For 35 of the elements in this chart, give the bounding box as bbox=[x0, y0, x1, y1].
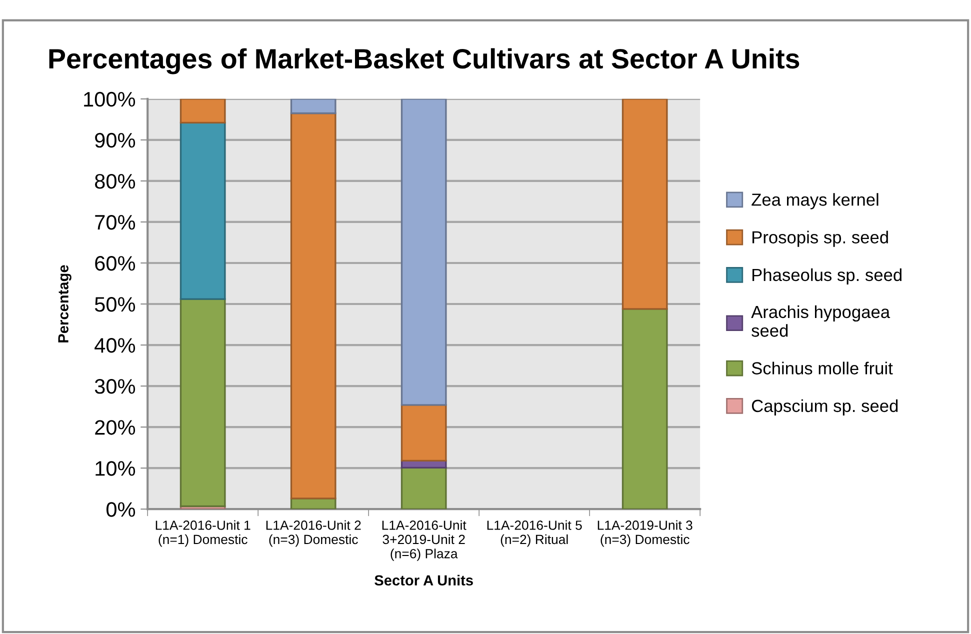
bar bbox=[180, 298, 226, 508]
y-axis-title: Percentage bbox=[58, 265, 72, 342]
y-tick-label: 10% bbox=[96, 461, 136, 476]
y-tick-label: 30% bbox=[94, 379, 136, 394]
y-tick-label: 90% bbox=[95, 132, 136, 148]
bar bbox=[180, 98, 226, 124]
x-axis-title: Sector A Units bbox=[374, 574, 473, 586]
y-tick-label: 100% bbox=[84, 92, 136, 107]
bar bbox=[400, 404, 447, 462]
y-tick-label: 40% bbox=[94, 338, 136, 353]
bar bbox=[400, 466, 447, 510]
legend-label: Prosopis sp. seed bbox=[752, 230, 888, 247]
bar bbox=[622, 98, 668, 310]
bar bbox=[622, 308, 668, 510]
y-tick-label: 0% bbox=[106, 502, 136, 517]
bar bbox=[400, 98, 447, 406]
x-tick-label: L1A-2019-Unit 3 (n=3) Domestic bbox=[598, 520, 692, 547]
x-tick-label: L1A-2016-Unit 3+2019-Unit 2 (n=6) Plaza bbox=[382, 520, 466, 561]
x-tick-label: L1A-2016-Unit 5 (n=2) Ritual bbox=[487, 520, 582, 547]
y-tick-label: 70% bbox=[95, 214, 136, 230]
legend-label: Schinus molle fruit bbox=[752, 362, 893, 374]
bar bbox=[180, 122, 226, 300]
legend-label: Arachis hypogaea seed bbox=[751, 305, 890, 337]
legend-label: Zea mays kernel bbox=[752, 193, 878, 210]
legend-label: Phaseolus sp. seed bbox=[752, 268, 902, 285]
y-tick-label: 20% bbox=[95, 420, 136, 435]
x-tick-label: L1A-2016-Unit 1 (n=1) Domestic bbox=[156, 520, 250, 547]
chart-title: Percentages of Market-Basket Cultivars at Sector A Units bbox=[49, 48, 800, 74]
y-tick-label: 50% bbox=[94, 297, 136, 312]
legend-label: Capscium sp. seed bbox=[752, 399, 898, 416]
x-tick-label: L1A-2016-Unit 2 (n=3) Domestic bbox=[266, 520, 361, 547]
y-tick-label: 80% bbox=[94, 174, 136, 189]
bar bbox=[290, 112, 336, 500]
y-tick-label: 60% bbox=[95, 256, 136, 271]
bar bbox=[290, 98, 336, 114]
